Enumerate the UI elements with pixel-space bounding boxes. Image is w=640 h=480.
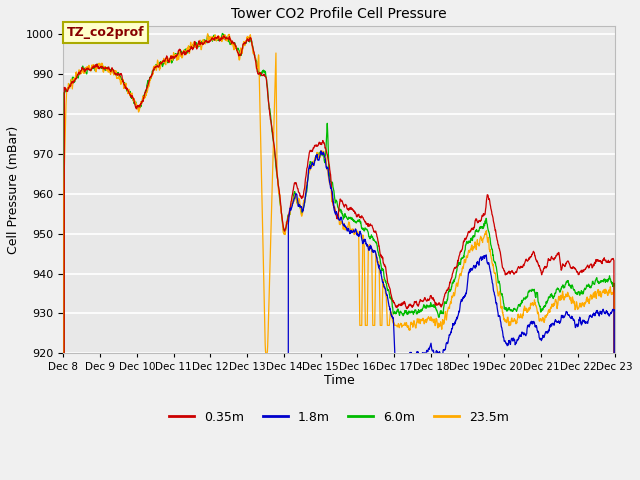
Legend: 0.35m, 1.8m, 6.0m, 23.5m: 0.35m, 1.8m, 6.0m, 23.5m <box>164 406 514 429</box>
Text: TZ_co2prof: TZ_co2prof <box>67 26 145 39</box>
Y-axis label: Cell Pressure (mBar): Cell Pressure (mBar) <box>7 126 20 254</box>
Title: Tower CO2 Profile Cell Pressure: Tower CO2 Profile Cell Pressure <box>231 7 447 21</box>
X-axis label: Time: Time <box>324 374 355 387</box>
